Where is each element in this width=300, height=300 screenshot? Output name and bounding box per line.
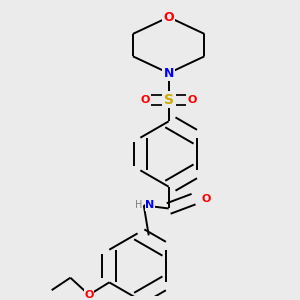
- Text: S: S: [164, 93, 174, 106]
- Text: O: O: [164, 11, 174, 24]
- Text: O: O: [141, 94, 150, 105]
- Text: N: N: [164, 67, 174, 80]
- Text: H: H: [135, 200, 142, 210]
- Text: N: N: [145, 200, 154, 210]
- Text: O: O: [201, 194, 211, 204]
- Text: O: O: [84, 290, 94, 300]
- Text: O: O: [187, 94, 197, 105]
